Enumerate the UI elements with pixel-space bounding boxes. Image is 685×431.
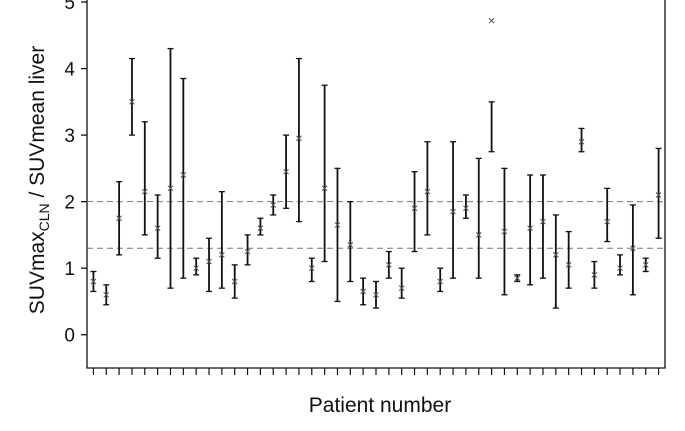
mean-marker xyxy=(527,225,533,232)
mean-marker xyxy=(642,262,649,268)
mean-marker xyxy=(540,218,546,225)
mean-marker xyxy=(103,291,110,298)
mean-marker xyxy=(129,98,135,105)
y-tick-label: 0 xyxy=(64,326,75,347)
mean-marker xyxy=(193,265,200,272)
mean-marker xyxy=(617,265,623,272)
mean-marker xyxy=(385,262,392,268)
mean-marker xyxy=(347,242,354,248)
mean-marker xyxy=(514,275,521,282)
mean-marker xyxy=(231,278,238,285)
mean-marker xyxy=(475,232,482,238)
mean-marker xyxy=(180,172,187,178)
mean-marker xyxy=(334,222,341,228)
mean-marker xyxy=(154,225,161,232)
x-axis-label: Patient number xyxy=(309,394,451,417)
mean-marker xyxy=(591,271,598,278)
mean-marker xyxy=(167,185,174,192)
mean-marker xyxy=(604,218,611,225)
mean-marker xyxy=(360,288,367,295)
mean-marker xyxy=(296,135,302,142)
y-label-part: SUVmax xyxy=(26,231,49,314)
mean-marker xyxy=(308,265,315,272)
mean-marker xyxy=(630,245,636,252)
mean-marker xyxy=(424,188,431,195)
mean-marker xyxy=(488,17,495,24)
y-tick-label: 3 xyxy=(64,126,75,147)
mean-marker xyxy=(450,208,456,215)
plot-frame xyxy=(86,0,666,369)
mean-marker xyxy=(141,188,148,195)
mean-marker xyxy=(501,228,508,235)
y-tick-label: 1 xyxy=(64,259,75,280)
y-label-part: / SUVmean liver xyxy=(26,46,49,204)
mean-marker xyxy=(373,291,379,298)
mean-marker xyxy=(206,258,212,265)
y-tick-label: 4 xyxy=(64,60,75,81)
mean-marker xyxy=(437,278,444,285)
mean-marker xyxy=(463,205,469,212)
y-axis-label: SUVmaxCLN / SUVmean liver xyxy=(26,46,52,314)
mean-marker xyxy=(257,225,264,232)
mean-marker xyxy=(116,215,122,222)
mean-marker xyxy=(283,168,289,175)
mean-marker xyxy=(565,262,572,268)
mean-marker xyxy=(244,248,251,255)
mean-marker xyxy=(411,205,418,212)
y-tick-label: 5 xyxy=(64,0,75,14)
y-tick-label: 2 xyxy=(64,193,75,214)
mean-marker xyxy=(578,138,585,145)
mean-marker xyxy=(398,285,405,291)
mean-marker xyxy=(219,252,225,258)
y-label-sub: CLN xyxy=(36,203,52,231)
mean-marker xyxy=(270,202,277,208)
mean-marker xyxy=(552,252,559,258)
mean-marker xyxy=(90,278,97,285)
mean-marker xyxy=(321,185,328,192)
mean-marker xyxy=(655,192,662,198)
